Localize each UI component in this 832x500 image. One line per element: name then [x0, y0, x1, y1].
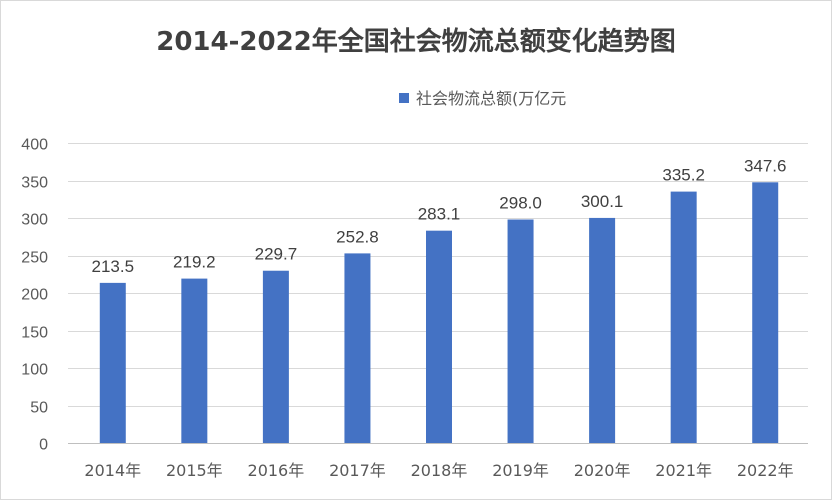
data-label: 300.1: [581, 192, 624, 211]
y-tick-label: 0: [39, 437, 48, 454]
x-axis-tick-labels: 2014年 2015年 2016年 2017年 2018年 2019年 2020年 2021年…: [84, 461, 793, 480]
y-axis-tick-labels: 0 50 100 150 200 250 300 350 400: [21, 137, 48, 454]
bar: [426, 230, 452, 443]
bar: [262, 270, 289, 443]
data-label: 252.8: [336, 227, 379, 246]
x-tick-label: 2017年: [329, 461, 386, 480]
data-label: 335.2: [662, 166, 705, 185]
chart-title: 2014-2022年全国社会物流总额变化趋势图: [156, 26, 676, 57]
y-tick-label: 100: [21, 362, 48, 379]
bar: [99, 282, 126, 443]
bar: [181, 278, 208, 443]
data-label: 298.0: [499, 194, 542, 213]
bar: [589, 217, 616, 443]
x-tick-label: 2020年: [574, 461, 631, 480]
data-labels: 213.5 219.2 229.7 252.8 283.1 298.0 300.1 335.2…: [92, 156, 787, 276]
bar: [752, 182, 779, 444]
legend-label: 社会物流总额(万亿元: [416, 89, 566, 108]
y-tick-label: 400: [21, 137, 48, 154]
data-label: 229.7: [255, 245, 298, 264]
bar: [670, 191, 697, 443]
y-tick-label: 350: [21, 175, 48, 192]
y-tick-label: 200: [21, 287, 48, 304]
x-tick-label: 2021年: [655, 461, 712, 480]
x-tick-label: 2014年: [84, 461, 141, 480]
bars: [99, 182, 779, 444]
x-tick-label: 2015年: [166, 461, 223, 480]
x-tick-label: 2018年: [411, 461, 468, 480]
data-label: 213.5: [92, 257, 135, 276]
y-tick-label: 50: [30, 400, 48, 417]
y-tick-label: 300: [21, 212, 48, 229]
legend-swatch: [399, 93, 409, 103]
bar: [344, 253, 371, 443]
legend: 社会物流总额(万亿元: [399, 89, 566, 108]
y-tick-label: 150: [21, 325, 48, 342]
x-tick-label: 2016年: [248, 461, 305, 480]
data-label: 347.6: [744, 156, 787, 175]
data-label: 219.2: [173, 253, 216, 272]
data-label: 283.1: [418, 205, 461, 224]
y-tick-label: 250: [21, 250, 48, 267]
x-tick-label: 2019年: [492, 461, 549, 480]
x-tick-label: 2022年: [737, 461, 794, 480]
bar: [507, 219, 534, 443]
